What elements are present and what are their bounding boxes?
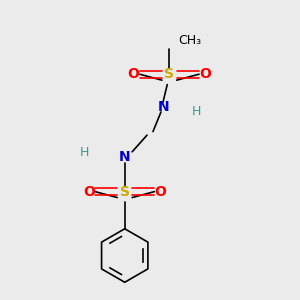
Text: S: S xyxy=(120,184,130,199)
Text: O: O xyxy=(199,67,211,81)
Text: O: O xyxy=(154,184,166,199)
Text: CH₃: CH₃ xyxy=(178,34,201,46)
Text: O: O xyxy=(83,184,95,199)
Text: N: N xyxy=(119,150,130,164)
Text: H: H xyxy=(192,105,201,118)
Text: O: O xyxy=(128,67,140,81)
Text: N: N xyxy=(158,100,169,114)
Text: H: H xyxy=(80,146,89,160)
Text: S: S xyxy=(164,67,174,81)
